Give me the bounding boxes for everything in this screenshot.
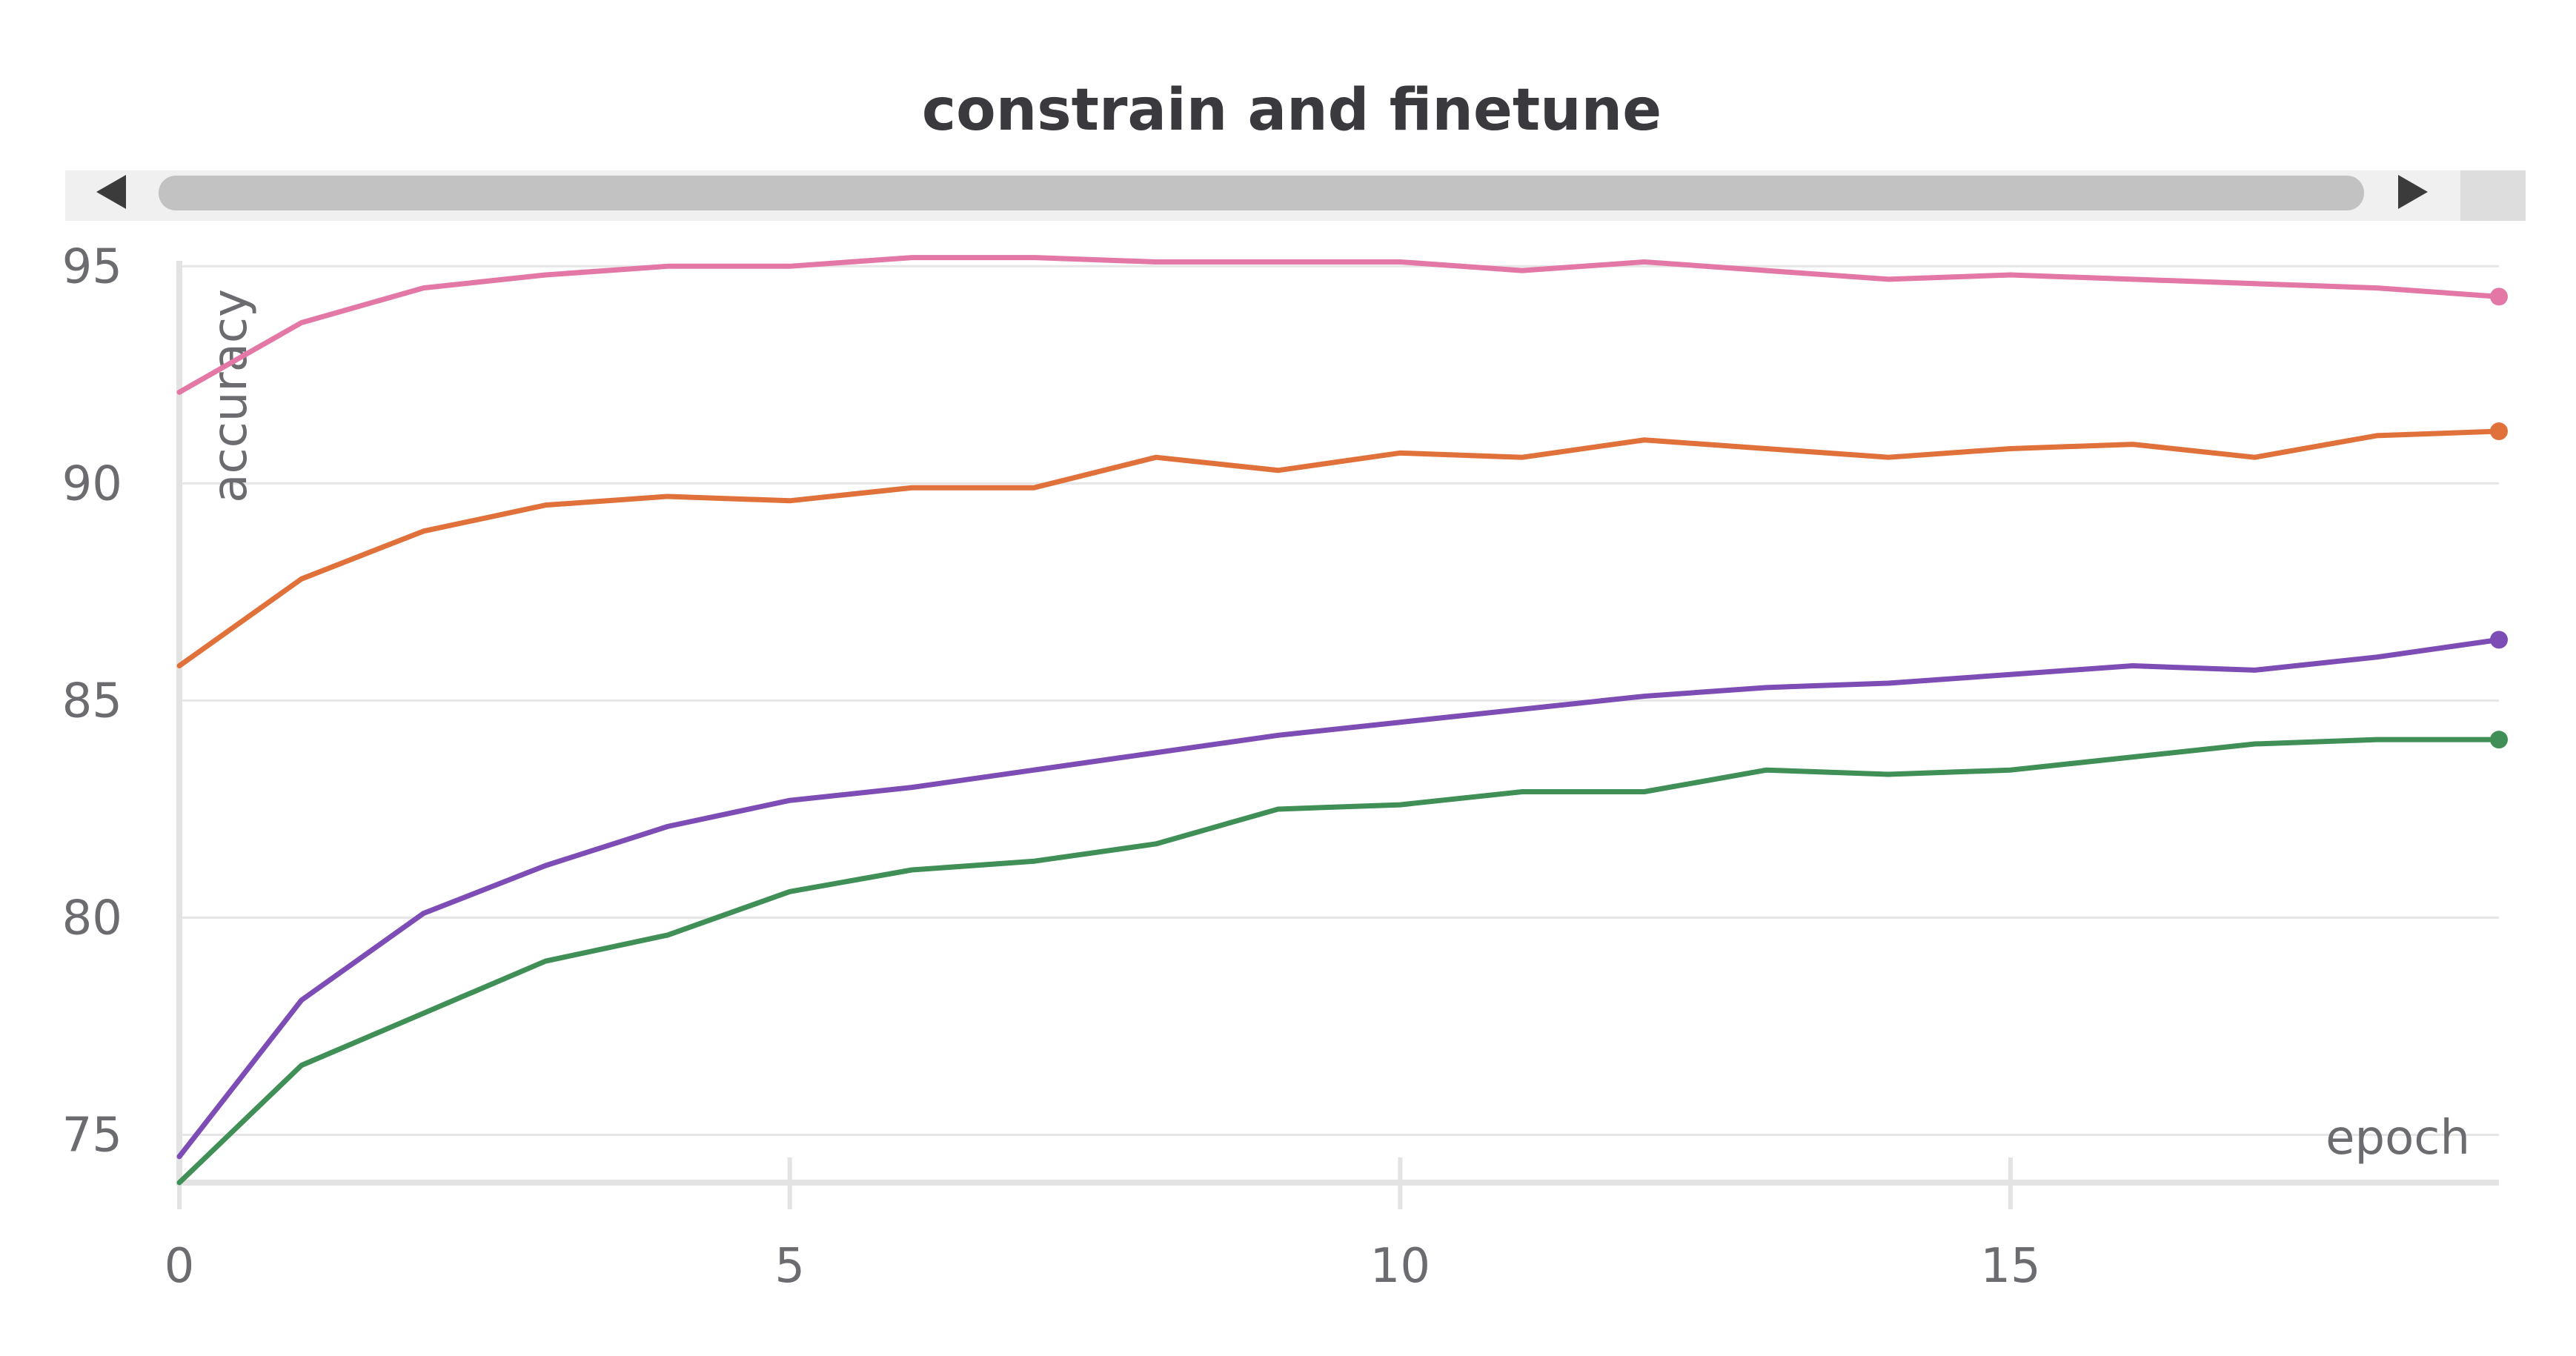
y-tick-label: 80 (62, 891, 122, 945)
series-end-point-3 (2490, 731, 2508, 749)
x-axis-label: epoch (2326, 1111, 2470, 1166)
series-end-point-0 (2490, 288, 2508, 306)
scroll-right-arrow-icon[interactable] (2398, 175, 2428, 209)
x-tick-label: 0 (165, 1239, 195, 1294)
series-line-2 (176, 637, 2502, 1160)
series-end-point-2 (2490, 631, 2508, 649)
series-line-3 (176, 737, 2502, 1186)
scrollbar-end-cap (2460, 170, 2526, 221)
y-tick-label: 85 (62, 674, 122, 728)
chart-title: constrain and finetune (922, 77, 1662, 144)
series-end-point-1 (2490, 422, 2508, 441)
x-tick-label: 15 (1980, 1239, 2040, 1294)
y-tick-label: 75 (62, 1109, 122, 1163)
series-line-1 (176, 428, 2502, 669)
y-tick-label: 90 (62, 456, 122, 511)
series-lines (176, 255, 2508, 1186)
y-axis-label: accuracy (203, 289, 258, 503)
horizontal-scrollbar[interactable] (65, 170, 2526, 221)
y-tick-label: 95 (62, 239, 122, 294)
scrollbar-thumb[interactable] (159, 176, 2364, 210)
series-line-0 (176, 255, 2502, 395)
scroll-left-arrow-icon[interactable] (96, 175, 126, 209)
gridlines (179, 265, 2499, 1137)
x-tick-label: 10 (1370, 1239, 1430, 1294)
axes: 75 80 85 90 95 0 5 10 15 (62, 239, 2499, 1294)
x-tick-label: 5 (774, 1239, 805, 1294)
